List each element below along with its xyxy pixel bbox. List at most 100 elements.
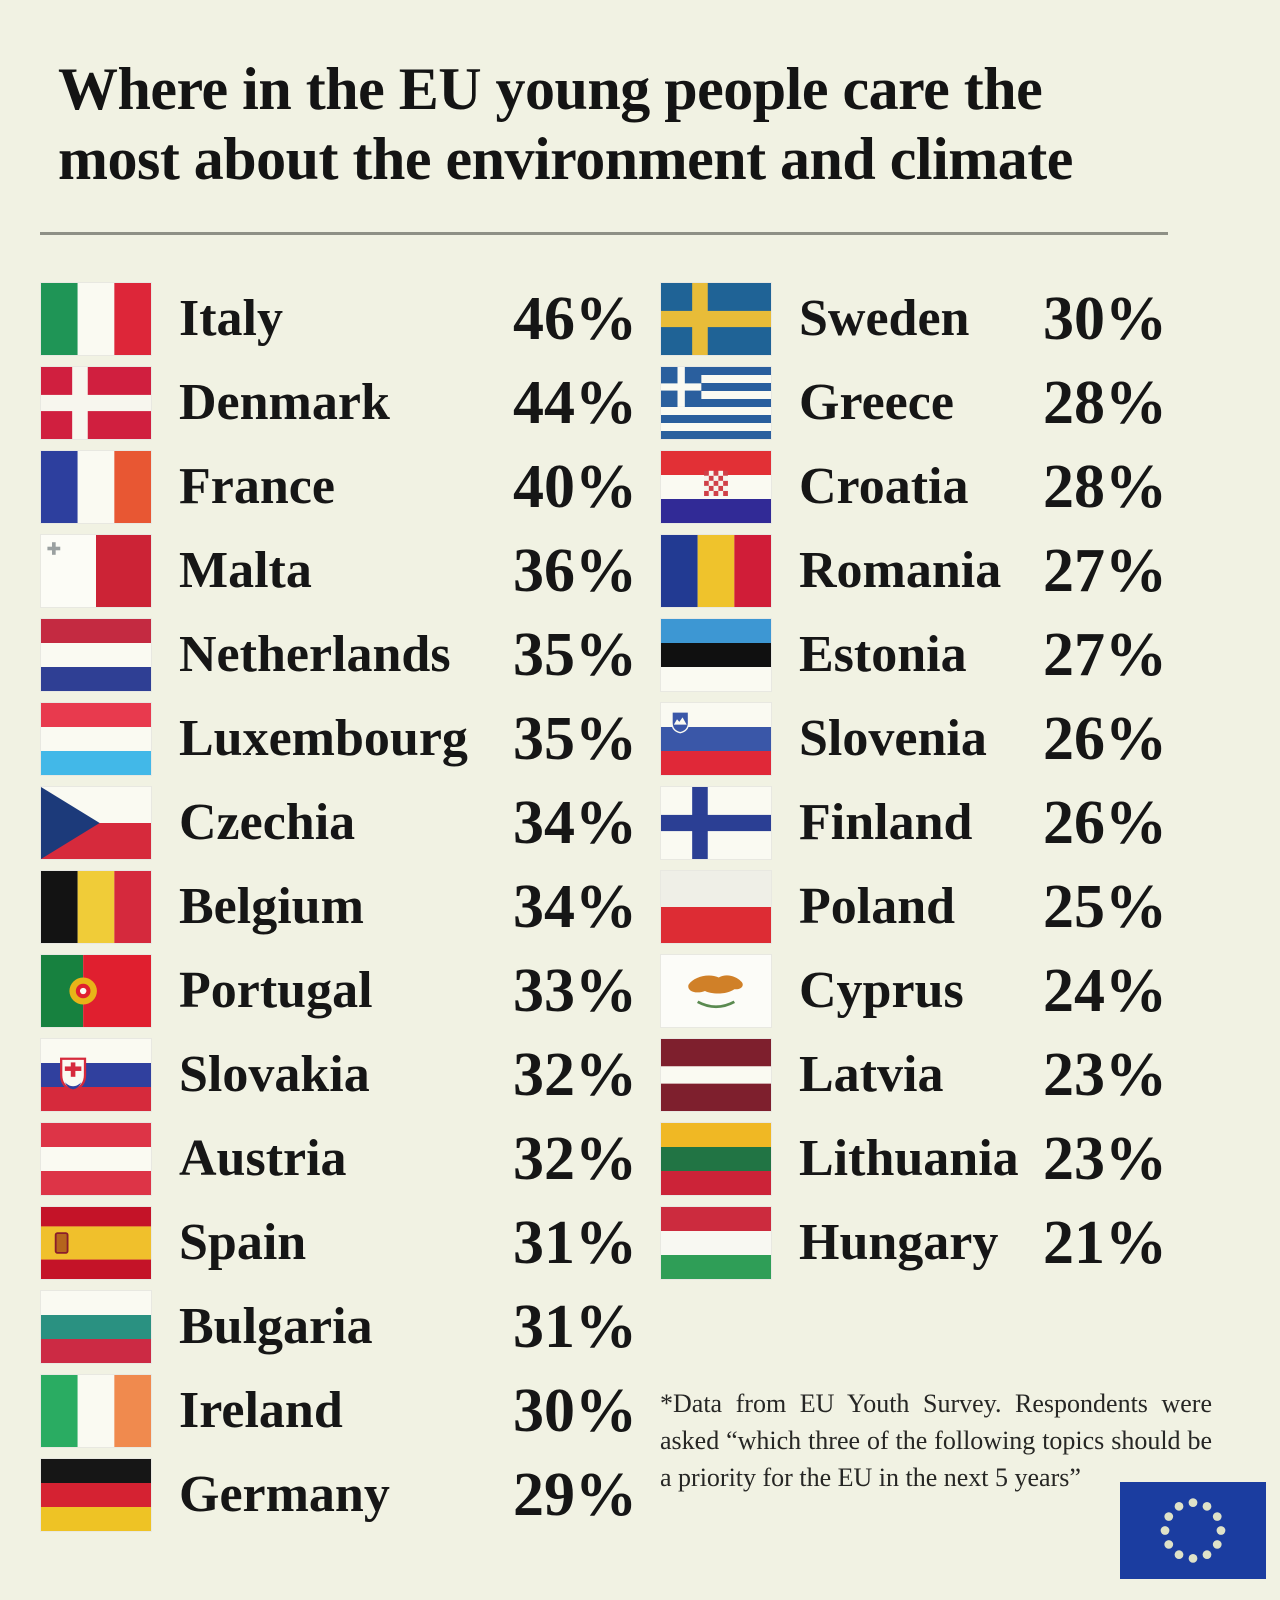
country-row-sweden: Sweden 30%: [660, 277, 1212, 361]
country-name: Denmark: [179, 374, 390, 432]
country-row-ireland: Ireland 30%: [40, 1369, 637, 1453]
country-name: Luxembourg: [179, 710, 468, 768]
country-percentage: 32%: [513, 1125, 637, 1194]
country-row-latvia: Latvia 23%: [660, 1033, 1212, 1117]
country-row-malta: Malta 36%: [40, 529, 637, 613]
country-row-lithuania: Lithuania 23%: [660, 1117, 1212, 1201]
country-name: Malta: [179, 542, 312, 600]
page-title-line-2: most about the environment and climate: [58, 126, 1073, 193]
country-name: Greece: [799, 374, 954, 432]
country-rows-right: Sweden 30% Greece 28% Croatia 28% Romania 27% Es…: [660, 277, 1212, 1285]
country-row-portugal: Portugal 33%: [40, 949, 637, 1033]
czechia-flag-icon: [40, 786, 152, 861]
country-row-luxembourg: Luxembourg 35%: [40, 697, 637, 781]
country-percentage: 35%: [513, 621, 637, 690]
country-row-hungary: Hungary 21%: [660, 1201, 1212, 1285]
title-divider: [40, 232, 1168, 236]
country-row-greece: Greece 28%: [660, 361, 1212, 445]
country-name: Lithuania: [799, 1130, 1019, 1188]
country-percentage: 44%: [513, 369, 637, 438]
country-percentage: 26%: [1043, 705, 1167, 774]
country-name: Poland: [799, 878, 956, 936]
cyprus-flag-icon: [660, 954, 772, 1029]
slovakia-flag-icon: [40, 1038, 152, 1113]
country-percentage: 31%: [513, 1293, 637, 1362]
country-percentage: 46%: [513, 285, 637, 354]
country-percentage: 34%: [513, 873, 637, 942]
country-row-bulgaria: Bulgaria 31%: [40, 1285, 637, 1369]
country-name: Hungary: [799, 1214, 999, 1272]
germany-flag-icon: [40, 1458, 152, 1533]
denmark-flag-icon: [40, 366, 152, 441]
slovenia-flag-icon: [660, 702, 772, 777]
poland-flag-icon: [660, 870, 772, 945]
country-name: Belgium: [179, 878, 364, 936]
country-percentage: 25%: [1043, 873, 1167, 942]
country-percentage: 27%: [1043, 621, 1167, 690]
country-row-czechia: Czechia 34%: [40, 781, 637, 865]
country-name: Netherlands: [179, 626, 451, 684]
country-percentage: 31%: [513, 1209, 637, 1278]
country-name: Germany: [179, 1466, 390, 1524]
portugal-flag-icon: [40, 954, 152, 1029]
country-name: Spain: [179, 1214, 307, 1272]
country-percentage: 28%: [1043, 369, 1167, 438]
country-name: Romania: [799, 542, 1002, 600]
country-name: Cyprus: [799, 962, 964, 1020]
country-row-italy: Italy 46%: [40, 277, 637, 361]
country-row-denmark: Denmark 44%: [40, 361, 637, 445]
country-row-slovakia: Slovakia 32%: [40, 1033, 637, 1117]
country-row-germany: Germany 29%: [40, 1453, 637, 1537]
country-row-netherlands: Netherlands 35%: [40, 613, 637, 697]
country-percentage: 21%: [1043, 1209, 1167, 1278]
estonia-flag-icon: [660, 618, 772, 693]
country-name: Latvia: [799, 1046, 944, 1104]
country-name: Bulgaria: [179, 1298, 373, 1356]
lithuania-flag-icon: [660, 1122, 772, 1197]
country-row-belgium: Belgium 34%: [40, 865, 637, 949]
luxembourg-flag-icon: [40, 702, 152, 777]
country-percentage: 28%: [1043, 453, 1167, 522]
country-row-romania: Romania 27%: [660, 529, 1212, 613]
ireland-flag-icon: [40, 1374, 152, 1449]
country-percentage: 30%: [1043, 285, 1167, 354]
austria-flag-icon: [40, 1122, 152, 1197]
country-name: Croatia: [799, 458, 969, 516]
malta-flag-icon: [40, 534, 152, 609]
country-row-slovenia: Slovenia 26%: [660, 697, 1212, 781]
country-name: Sweden: [799, 290, 970, 348]
france-flag-icon: [40, 450, 152, 525]
belgium-flag-icon: [40, 870, 152, 945]
country-percentage: 40%: [513, 453, 637, 522]
country-percentage: 36%: [513, 537, 637, 606]
country-percentage: 29%: [513, 1461, 637, 1530]
country-percentage: 35%: [513, 705, 637, 774]
country-row-estonia: Estonia 27%: [660, 613, 1212, 697]
finland-flag-icon: [660, 786, 772, 861]
page-title: Where in the EU young people care the mo…: [58, 54, 1168, 194]
country-name: Portugal: [179, 962, 373, 1020]
country-percentage: 32%: [513, 1041, 637, 1110]
country-name: Slovenia: [799, 710, 987, 768]
romania-flag-icon: [660, 534, 772, 609]
country-row-croatia: Croatia 28%: [660, 445, 1212, 529]
country-percentage: 34%: [513, 789, 637, 858]
country-column-right: Sweden 30% Greece 28% Croatia 28% Romania 27% Es…: [660, 277, 1212, 1537]
country-row-finland: Finland 26%: [660, 781, 1212, 865]
country-percentage: 26%: [1043, 789, 1167, 858]
country-percentage: 27%: [1043, 537, 1167, 606]
eu-flag-icon: [1120, 1482, 1266, 1579]
country-name: Estonia: [799, 626, 967, 684]
country-grid: Italy 46% Denmark 44% France 40% Malta 36% Nethe…: [40, 277, 1280, 1537]
country-name: Finland: [799, 794, 973, 852]
country-percentage: 24%: [1043, 957, 1167, 1026]
country-name: Ireland: [179, 1382, 343, 1440]
greece-flag-icon: [660, 366, 772, 441]
country-name: France: [179, 458, 335, 516]
country-name: Italy: [179, 290, 283, 348]
country-column-left: Italy 46% Denmark 44% France 40% Malta 36% Nethe…: [40, 277, 637, 1537]
country-percentage: 30%: [513, 1377, 637, 1446]
country-row-france: France 40%: [40, 445, 637, 529]
country-percentage: 23%: [1043, 1125, 1167, 1194]
netherlands-flag-icon: [40, 618, 152, 693]
